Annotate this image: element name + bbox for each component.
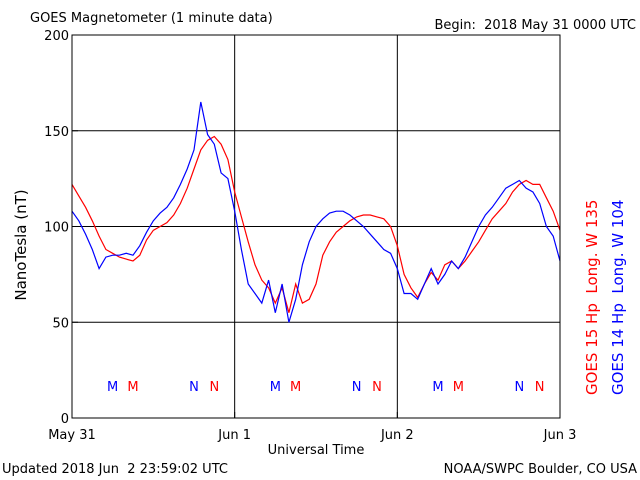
chart-title: GOES Magnetometer (1 minute data) [30,11,273,26]
marker-label: M [290,380,301,395]
marker-label: N [189,380,199,395]
data-line [71,135,561,313]
footer-left: Updated 2018 Jun 2 23:59:02 UTC [2,462,228,477]
marker-label: M [270,380,281,395]
y-tick-label: 0 [61,412,69,427]
footer-right: NOAA/SWPC Boulder, CO USA [444,462,637,477]
marker-label: N [514,380,524,395]
subtitle: Begin: 2018 May 31 0000 UTC [434,18,636,33]
marker-label: M [107,380,118,395]
y-axis-label: NanoTesla (nT) [12,189,30,300]
marker-label: N [209,380,219,395]
y-tick-label: 100 [44,221,69,236]
marker-label: M [453,380,464,395]
legend-entry: GOES 14 Hp Long. W 104 [609,200,627,395]
x-tick-label: Jun 3 [543,428,577,443]
x-tick-label: Jun 1 [217,428,251,443]
data-line [71,101,561,323]
marker-label: M [432,380,443,395]
x-tick-label: May 31 [48,428,96,443]
y-tick-label: 150 [44,125,69,140]
x-tick-label: Jun 2 [380,428,414,443]
marker-label: N [352,380,362,395]
y-tick-label: 200 [44,29,69,44]
marker-label: N [372,380,382,395]
marker-label: N [535,380,545,395]
legend-entry: GOES 15 Hp Long. W 135 [583,200,601,395]
marker-label: M [127,380,138,395]
plot-frame [71,34,561,419]
x-axis-label: Universal Time [268,443,365,458]
y-tick-label: 50 [52,316,69,331]
